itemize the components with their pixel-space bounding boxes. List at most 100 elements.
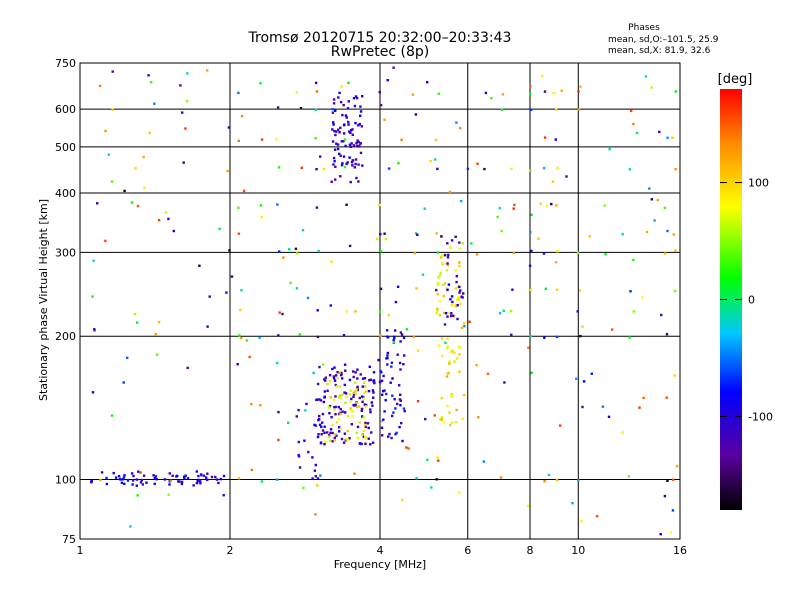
data-point <box>660 313 663 317</box>
data-point <box>297 455 301 458</box>
data-point <box>318 423 322 426</box>
data-point <box>529 231 532 234</box>
data-point <box>260 215 263 219</box>
data-point <box>369 408 372 411</box>
data-point <box>321 421 324 424</box>
data-point <box>356 385 359 389</box>
data-point <box>461 242 464 245</box>
data-point <box>475 253 479 256</box>
data-point <box>316 309 319 312</box>
data-point <box>571 502 574 505</box>
data-point <box>330 180 333 183</box>
data-point <box>338 131 341 134</box>
data-point <box>443 282 447 285</box>
data-point <box>445 269 449 272</box>
data-point <box>456 317 459 321</box>
data-point <box>448 362 451 365</box>
phases-line-x: mean, sd,X: 81.9, 32.6 <box>608 46 711 56</box>
data-point <box>319 399 323 402</box>
data-point <box>355 144 359 147</box>
data-point <box>228 249 231 252</box>
colorbar-tick-label: 0 <box>748 294 755 307</box>
data-point <box>362 397 365 400</box>
data-point <box>434 158 437 161</box>
data-point <box>423 207 426 210</box>
data-point <box>665 333 669 336</box>
data-point <box>386 79 389 82</box>
data-point <box>225 291 228 294</box>
data-point <box>450 392 453 396</box>
x-tick-label: 6 <box>464 544 471 557</box>
data-point <box>230 275 234 278</box>
data-points <box>90 66 679 536</box>
data-point <box>426 458 429 462</box>
data-point <box>352 375 355 379</box>
data-point <box>141 483 144 486</box>
data-point <box>364 435 367 438</box>
data-point <box>110 414 114 417</box>
data-point <box>456 304 459 307</box>
data-point <box>441 262 444 265</box>
data-point <box>344 369 347 372</box>
y-tick-label: 750 <box>55 57 76 70</box>
data-point <box>436 309 439 312</box>
data-point <box>346 438 349 441</box>
data-point <box>153 102 156 105</box>
data-point <box>340 140 343 143</box>
data-point <box>343 363 347 366</box>
data-point <box>361 400 364 403</box>
y-tick-label: 400 <box>55 187 76 200</box>
data-point <box>339 100 343 104</box>
data-point <box>434 138 438 142</box>
plot-frame <box>79 62 681 540</box>
data-point <box>337 412 341 416</box>
data-point <box>282 256 285 259</box>
data-point <box>360 442 363 446</box>
data-point <box>301 229 305 232</box>
data-point <box>186 72 189 75</box>
data-point <box>390 436 393 440</box>
data-point <box>502 309 505 312</box>
data-point <box>199 482 202 485</box>
data-point <box>579 85 582 88</box>
data-point <box>316 398 319 401</box>
data-point <box>289 281 292 285</box>
data-point <box>237 91 240 95</box>
data-point <box>379 334 382 337</box>
data-point <box>439 256 443 259</box>
data-point <box>104 129 107 133</box>
data-point <box>300 166 303 170</box>
data-point <box>379 369 382 373</box>
data-point <box>152 474 155 477</box>
data-point <box>337 96 340 99</box>
data-point <box>498 206 501 210</box>
data-point <box>458 491 461 494</box>
data-point <box>669 531 673 534</box>
data-point <box>184 474 187 477</box>
data-point <box>607 415 611 418</box>
data-point <box>383 232 386 235</box>
data-point <box>123 189 126 193</box>
data-point <box>501 93 504 96</box>
data-point <box>326 389 329 392</box>
data-point <box>436 251 439 254</box>
data-point <box>390 361 394 364</box>
data-point <box>326 431 329 434</box>
data-point <box>413 251 417 255</box>
data-point <box>318 398 321 401</box>
data-point <box>348 130 351 133</box>
data-point <box>454 304 457 307</box>
data-point <box>334 413 337 416</box>
data-point <box>358 442 362 445</box>
data-point <box>359 105 362 108</box>
data-point <box>396 353 399 356</box>
data-point <box>240 114 244 118</box>
data-point <box>90 481 93 484</box>
data-point <box>236 363 239 366</box>
data-point <box>135 484 138 487</box>
data-point <box>542 252 546 255</box>
data-point <box>347 81 350 84</box>
data-point <box>349 131 352 134</box>
data-point <box>334 133 337 137</box>
data-point <box>577 479 580 482</box>
